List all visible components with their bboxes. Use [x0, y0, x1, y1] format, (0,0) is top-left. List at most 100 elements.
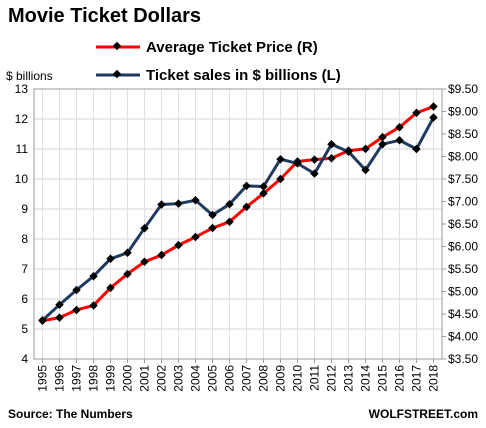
data-point: [191, 232, 200, 242]
data-point: [276, 174, 285, 184]
data-point: [395, 123, 404, 132]
x-tick-label: 2007: [240, 365, 254, 392]
x-tick-label: 2000: [121, 365, 135, 392]
data-point: [106, 283, 115, 293]
left-tick-label: 5: [21, 322, 28, 336]
x-tick-label: 2013: [342, 365, 356, 392]
series-line-0: [42, 105, 435, 323]
x-tick-label: 2008: [257, 365, 271, 392]
right-tick-label: $9.50: [448, 82, 478, 96]
data-point: [157, 200, 166, 209]
data-point: [412, 144, 421, 154]
x-tick-label: 2001: [138, 365, 152, 392]
x-tick-label: 2016: [393, 365, 407, 392]
right-tick-label: $3.50: [448, 352, 478, 366]
data-point: [174, 199, 183, 208]
data-point: [327, 139, 336, 149]
x-tick-label: 2017: [410, 365, 424, 392]
x-tick-label: 1996: [53, 365, 67, 392]
legend-entry-sales: Ticket sales in $ billions (L): [96, 67, 341, 84]
right-tick-label: $8.00: [448, 150, 478, 164]
left-tick-label: 8: [21, 232, 28, 246]
x-tick-label: 2015: [376, 365, 390, 392]
chart-title: Movie Ticket Dollars: [8, 5, 201, 27]
data-point: [38, 316, 47, 325]
data-point: [72, 305, 81, 315]
right-tick-label: $7.50: [448, 172, 478, 186]
right-tick-label: $8.50: [448, 127, 478, 141]
plot-frame: [33, 88, 443, 360]
data-point: [310, 155, 319, 164]
data-point: [89, 301, 98, 310]
x-tick-label: 2003: [172, 365, 186, 392]
right-tick-label: $5.00: [448, 285, 478, 299]
data-point: [327, 154, 336, 163]
data-point: [259, 189, 268, 198]
right-tick-label: $6.00: [448, 240, 478, 254]
right-axis-ticks: $3.50 $4.00 $4.50 $5.00 $5.50 $6.00 $6.50 $7.00…: [442, 82, 478, 366]
x-tick-label: 2018: [427, 365, 441, 392]
brand-watermark: WOLFSTREET.com: [369, 407, 478, 421]
left-axis-title: $ billions: [6, 69, 53, 83]
data-point: [429, 113, 438, 122]
data-point: [361, 144, 370, 154]
data-point: [276, 154, 285, 164]
data-point: [242, 181, 251, 191]
series-layer: [38, 102, 438, 325]
legend-entry-price: Average Ticket Price (R): [96, 39, 318, 56]
right-tick-label: $5.50: [448, 262, 478, 276]
data-point: [310, 169, 319, 178]
x-tick-label: 1998: [87, 365, 101, 392]
left-tick-label: 4: [21, 352, 28, 366]
left-tick-label: 9: [21, 202, 28, 216]
data-point: [208, 210, 217, 220]
x-tick-label: 2004: [189, 365, 203, 392]
data-point: [191, 196, 200, 205]
left-axis-ticks: 4 5 6 7 8 9 10 11 12 13: [15, 82, 29, 366]
data-point: [72, 285, 81, 295]
data-point: [293, 159, 302, 168]
right-tick-label: $7.00: [448, 195, 478, 209]
data-point: [140, 257, 149, 267]
gridlines: [34, 88, 442, 360]
data-point: [55, 300, 64, 309]
data-point: [225, 217, 234, 226]
data-point: [225, 199, 234, 209]
data-point: [412, 108, 421, 118]
x-axis-ticks: 1995 1996 1997 1998 1999 2000 2001 2002 2003 2004…: [36, 359, 441, 392]
data-point: [378, 139, 387, 149]
left-tick-label: 12: [15, 112, 29, 126]
left-tick-label: 6: [21, 292, 28, 306]
x-tick-label: 2006: [223, 365, 237, 392]
data-point: [242, 202, 251, 212]
data-point: [140, 223, 149, 233]
data-point: [378, 132, 387, 142]
data-point: [429, 102, 438, 111]
data-point: [395, 136, 404, 145]
x-tick-label: 2014: [359, 365, 373, 392]
legend-label-price: Average Ticket Price (R): [146, 39, 318, 56]
data-point: [361, 165, 370, 175]
x-tick-label: 1997: [70, 365, 84, 392]
data-point: [123, 269, 132, 279]
left-tick-label: 10: [15, 172, 29, 186]
data-point: [259, 182, 268, 191]
x-tick-label: 2010: [291, 365, 305, 392]
x-tick-label: 1999: [104, 365, 118, 392]
data-point: [55, 313, 64, 322]
data-point: [174, 240, 183, 250]
x-tick-label: 1995: [36, 365, 50, 392]
left-tick-label: 11: [16, 142, 29, 156]
right-tick-label: $9.00: [448, 105, 478, 119]
x-tick-label: 2011: [308, 365, 322, 391]
left-tick-label: 13: [15, 82, 29, 96]
left-tick-label: 7: [21, 262, 28, 276]
right-tick-label: $6.50: [448, 217, 478, 231]
x-tick-label: 2002: [155, 365, 169, 392]
data-point: [208, 223, 217, 233]
right-tick-label: $4.00: [448, 330, 478, 344]
series-line-1: [41, 116, 435, 322]
x-tick-label: 2012: [325, 365, 339, 392]
legend-marker-price: [112, 41, 122, 51]
x-tick-label: 2005: [206, 365, 220, 392]
